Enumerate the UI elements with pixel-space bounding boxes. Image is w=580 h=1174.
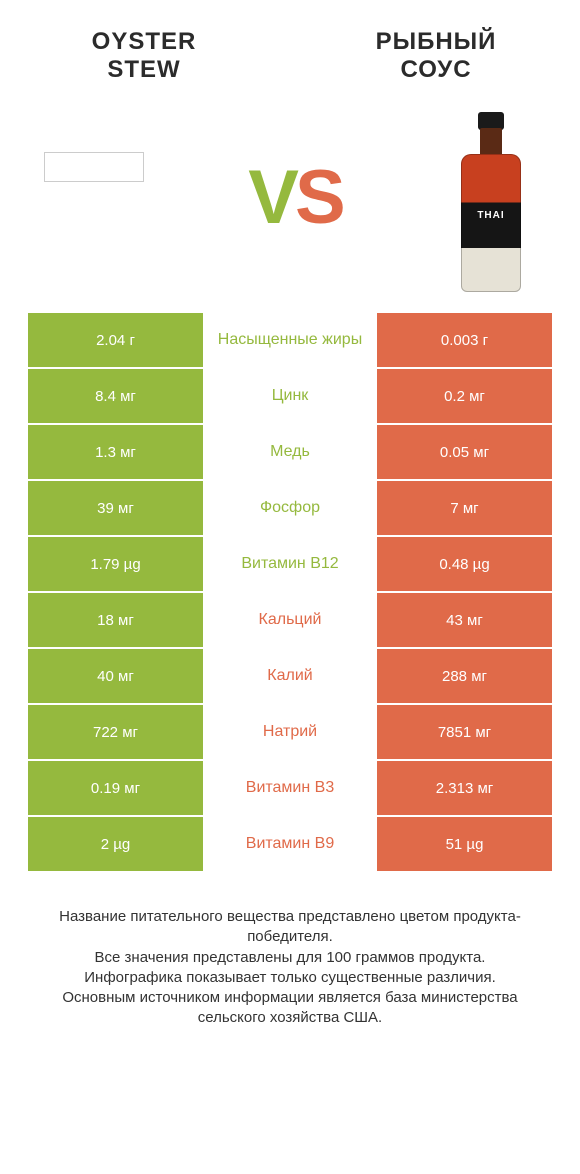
title-right: РЫБНЫЙ СОУС [336, 28, 536, 83]
value-left: 1.79 µg [28, 537, 203, 591]
title-left-line1: OYSTER [92, 28, 197, 55]
value-right: 0.2 мг [377, 369, 552, 423]
value-right: 51 µg [377, 817, 552, 871]
table-row: 2.04 гНасыщенные жиры0.003 г [28, 313, 552, 367]
value-right: 7851 мг [377, 705, 552, 759]
value-left: 40 мг [28, 649, 203, 703]
footer-notes: Название питательного вещества представл… [0, 873, 580, 1029]
value-right: 43 мг [377, 593, 552, 647]
nutrient-label: Фосфор [205, 481, 375, 535]
bottle-icon: THAI [458, 112, 524, 292]
value-left: 39 мг [28, 481, 203, 535]
value-right: 0.003 г [377, 313, 552, 367]
table-row: 0.19 мгВитамин B32.313 мг [28, 761, 552, 815]
images-row: VS THAI [0, 93, 580, 313]
value-right: 288 мг [377, 649, 552, 703]
footer-line-3: Инфографика показывает только существенн… [28, 968, 552, 988]
footer-line-1: Название питательного вещества представл… [28, 907, 552, 948]
nutrient-label: Витамин B12 [205, 537, 375, 591]
product-image-left [44, 152, 144, 182]
value-right: 2.313 мг [377, 761, 552, 815]
value-left: 18 мг [28, 593, 203, 647]
nutrient-label: Кальций [205, 593, 375, 647]
nutrient-label: Медь [205, 425, 375, 479]
title-right-line2: СОУС [400, 56, 471, 83]
nutrient-label: Витамин B9 [205, 817, 375, 871]
value-left: 1.3 мг [28, 425, 203, 479]
value-left: 722 мг [28, 705, 203, 759]
table-row: 722 мгНатрий7851 мг [28, 705, 552, 759]
table-row: 8.4 мгЦинк0.2 мг [28, 369, 552, 423]
value-right: 7 мг [377, 481, 552, 535]
bottle-brand: THAI [477, 210, 504, 221]
nutrition-table: 2.04 гНасыщенные жиры0.003 г8.4 мгЦинк0.… [0, 313, 580, 871]
nutrient-label: Калий [205, 649, 375, 703]
value-left: 2 µg [28, 817, 203, 871]
footer-line-4: Основным источником информации является … [28, 988, 552, 1029]
value-right: 0.48 µg [377, 537, 552, 591]
nutrient-label: Насыщенные жиры [205, 313, 375, 367]
table-row: 18 мгКальций43 мг [28, 593, 552, 647]
vs-s: S [295, 154, 342, 241]
nutrient-label: Натрий [205, 705, 375, 759]
nutrient-label: Цинк [205, 369, 375, 423]
table-row: 1.79 µgВитамин B120.48 µg [28, 537, 552, 591]
value-left: 8.4 мг [28, 369, 203, 423]
product-image-right: THAI [446, 102, 536, 292]
title-left: OYSTER STEW [44, 28, 244, 83]
value-left: 0.19 мг [28, 761, 203, 815]
table-row: 39 мгФосфор7 мг [28, 481, 552, 535]
vs-label: VS [248, 154, 341, 241]
title-left-line2: STEW [107, 56, 180, 83]
vs-v: V [248, 154, 295, 241]
footer-line-2: Все значения представлены для 100 граммо… [28, 948, 552, 968]
value-right: 0.05 мг [377, 425, 552, 479]
table-row: 2 µgВитамин B951 µg [28, 817, 552, 871]
table-row: 1.3 мгМедь0.05 мг [28, 425, 552, 479]
value-left: 2.04 г [28, 313, 203, 367]
table-row: 40 мгКалий288 мг [28, 649, 552, 703]
title-right-line1: РЫБНЫЙ [376, 28, 497, 55]
nutrient-label: Витамин B3 [205, 761, 375, 815]
header: OYSTER STEW РЫБНЫЙ СОУС [0, 0, 580, 93]
